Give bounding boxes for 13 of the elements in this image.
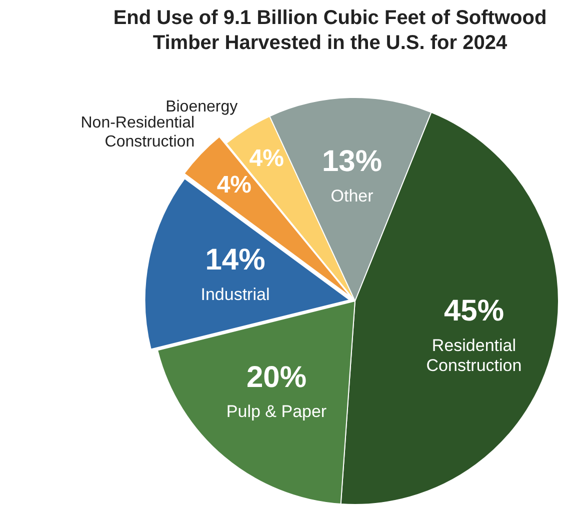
data-label: 4%: [216, 172, 252, 199]
slice-label: Other: [330, 186, 374, 206]
slice-label: Pulp & Paper: [226, 402, 327, 422]
slice-label: Residential Construction: [426, 336, 522, 376]
slice-label: Bioenergy: [166, 98, 238, 116]
slice-label: Non-Residential Construction: [80, 114, 195, 151]
data-label: 20%: [246, 360, 307, 394]
chart-title: End Use of 9.1 Billion Cubic Feet of Softwood Timber Harvested in the U.S. for 2024: [112, 6, 548, 56]
data-label: 45%: [444, 294, 504, 328]
data-label: 4%: [249, 145, 284, 172]
slice-label: Industrial: [200, 284, 270, 304]
data-label: 13%: [322, 145, 382, 178]
data-label: 14%: [205, 244, 266, 277]
